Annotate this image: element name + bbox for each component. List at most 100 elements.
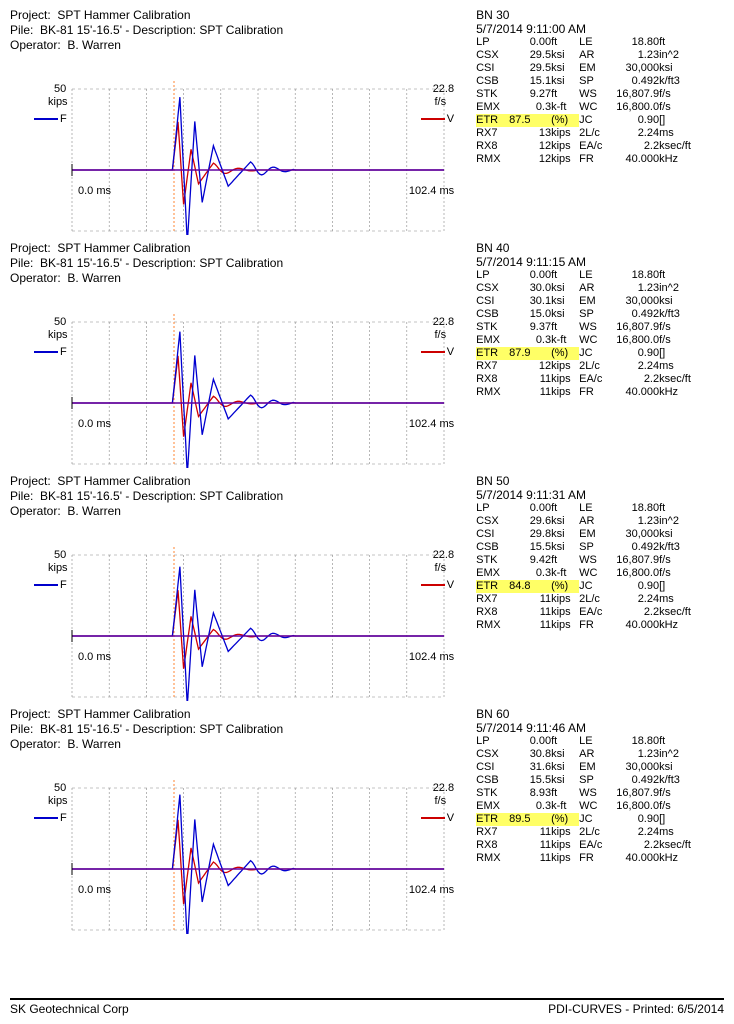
param-unit: in^2 — [659, 49, 699, 62]
param-key: ETR — [476, 347, 509, 360]
param-key: STK — [476, 787, 509, 800]
legend-f: F — [34, 113, 67, 125]
param-unit: ksi — [551, 308, 579, 321]
param-unit: [] — [659, 813, 699, 826]
param-val: 9.37 — [509, 321, 551, 334]
param-unit: ksi — [551, 295, 579, 308]
param-key: ETR — [476, 813, 509, 826]
param-key: WS — [579, 88, 609, 101]
param-key: EMX — [476, 567, 509, 580]
param-unit: ksi — [551, 528, 579, 541]
operator-value: B. Warren — [67, 271, 121, 285]
param-val: 1.23 — [609, 282, 659, 295]
param-unit: ms — [659, 127, 699, 140]
param-val: 0.3 — [509, 567, 551, 580]
param-val: 8.93 — [509, 787, 551, 800]
param-unit: kips — [551, 606, 579, 619]
project-header: Project: SPT Hammer Calibration Pile: BK… — [10, 474, 466, 519]
y-right-max: 22.8 — [433, 316, 454, 328]
param-key: WC — [579, 101, 609, 114]
param-unit: ksec/ft — [659, 140, 699, 153]
param-unit: f/s — [659, 101, 699, 114]
param-key: CSB — [476, 75, 509, 88]
param-key: 2L/c — [579, 360, 609, 373]
param-val: 18.80 — [609, 36, 659, 49]
param-val: 0.492 — [609, 774, 659, 787]
param-key: RX7 — [476, 360, 509, 373]
param-key: JC — [579, 114, 609, 127]
param-key: FR — [579, 852, 609, 865]
project-label: Project: — [10, 474, 51, 488]
param-unit: kHz — [659, 386, 699, 399]
y-right-max: 22.8 — [433, 782, 454, 794]
pile-label: Pile: — [10, 256, 33, 270]
param-key: EMX — [476, 101, 509, 114]
param-unit: ksec/ft — [659, 373, 699, 386]
param-unit: (%) — [551, 347, 579, 360]
footer-left: SK Geotechnical Corp — [10, 1002, 129, 1016]
param-grid: LP0.00ftLE18.80ftCSX29.6ksiAR1.23in^2CSI… — [476, 502, 724, 632]
param-val: 30.8 — [509, 748, 551, 761]
param-val: 13 — [509, 127, 551, 140]
waveform-chart — [10, 55, 450, 235]
chart-wrap: 50 kips 22.8 f/s F V 0.0 ms 102.4 ms — [10, 288, 466, 468]
param-key: JC — [579, 347, 609, 360]
param-unit: kips — [551, 373, 579, 386]
param-unit: ksi — [551, 49, 579, 62]
param-val: 0.00 — [509, 36, 551, 49]
param-val: 0.90 — [609, 347, 659, 360]
y-left-unit: kips — [48, 795, 68, 807]
y-left-max: 50 — [54, 782, 66, 794]
param-key: FR — [579, 153, 609, 166]
pile-label: Pile: — [10, 722, 33, 736]
param-key: CSI — [476, 528, 509, 541]
param-unit: ksi — [659, 528, 699, 541]
param-key: RX8 — [476, 606, 509, 619]
param-val: 16,800.0 — [609, 101, 659, 114]
param-key: 2L/c — [579, 127, 609, 140]
param-unit: k-ft — [551, 567, 579, 580]
blow-panel: Project: SPT Hammer Calibration Pile: BK… — [10, 707, 724, 934]
param-key: STK — [476, 554, 509, 567]
param-unit: ms — [659, 593, 699, 606]
param-key: WC — [579, 334, 609, 347]
param-key: CSB — [476, 308, 509, 321]
timestamp: 5/7/2014 9:11:46 AM — [476, 721, 724, 735]
param-unit: f/s — [659, 554, 699, 567]
param-val: 2.2 — [609, 140, 659, 153]
param-unit: ksi — [659, 62, 699, 75]
param-unit: ksi — [551, 62, 579, 75]
pile-value: BK-81 15'-16.5' - Description: SPT Calib… — [40, 23, 283, 37]
param-val: 18.80 — [609, 735, 659, 748]
param-key: SP — [579, 75, 609, 88]
param-key: FR — [579, 619, 609, 632]
param-key: AR — [579, 282, 609, 295]
param-key: RX8 — [476, 140, 509, 153]
param-key: SP — [579, 308, 609, 321]
param-unit: ksi — [551, 774, 579, 787]
project-value: SPT Hammer Calibration — [57, 241, 190, 255]
param-val: 0.3 — [509, 334, 551, 347]
param-unit: kips — [551, 386, 579, 399]
param-val: 29.5 — [509, 62, 551, 75]
y-right-unit: f/s — [434, 96, 446, 108]
y-left-unit: kips — [48, 562, 68, 574]
param-unit: k-ft — [551, 101, 579, 114]
param-key: EMX — [476, 334, 509, 347]
param-unit: ft — [659, 269, 699, 282]
param-unit: ft — [551, 502, 579, 515]
param-val: 0.00 — [509, 735, 551, 748]
param-val: 15.5 — [509, 774, 551, 787]
param-val: 30.0 — [509, 282, 551, 295]
param-val: 2.24 — [609, 826, 659, 839]
param-unit: ksi — [659, 295, 699, 308]
param-val: 0.492 — [609, 308, 659, 321]
param-unit: kips — [551, 140, 579, 153]
param-unit: ksi — [659, 761, 699, 774]
param-unit: k-ft — [551, 334, 579, 347]
param-key: EM — [579, 62, 609, 75]
param-val: 1.23 — [609, 748, 659, 761]
operator-label: Operator: — [10, 504, 61, 518]
chart-wrap: 50 kips 22.8 f/s F V 0.0 ms 102.4 ms — [10, 55, 466, 235]
param-val: 0.492 — [609, 541, 659, 554]
